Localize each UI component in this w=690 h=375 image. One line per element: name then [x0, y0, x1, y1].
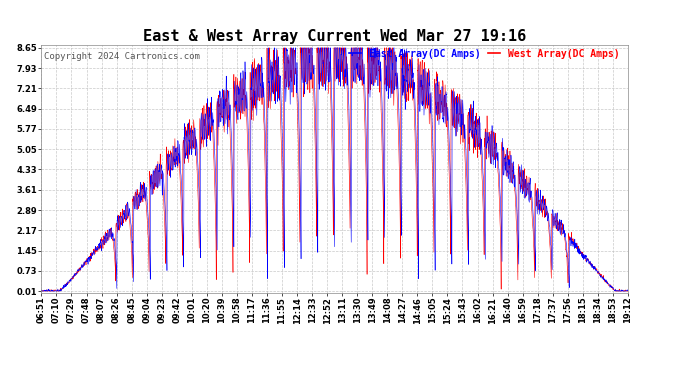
Text: Copyright 2024 Cartronics.com: Copyright 2024 Cartronics.com	[44, 53, 200, 62]
Title: East & West Array Current Wed Mar 27 19:16: East & West Array Current Wed Mar 27 19:…	[143, 29, 526, 44]
Legend: East Array(DC Amps), West Array(DC Amps): East Array(DC Amps), West Array(DC Amps)	[345, 45, 623, 63]
